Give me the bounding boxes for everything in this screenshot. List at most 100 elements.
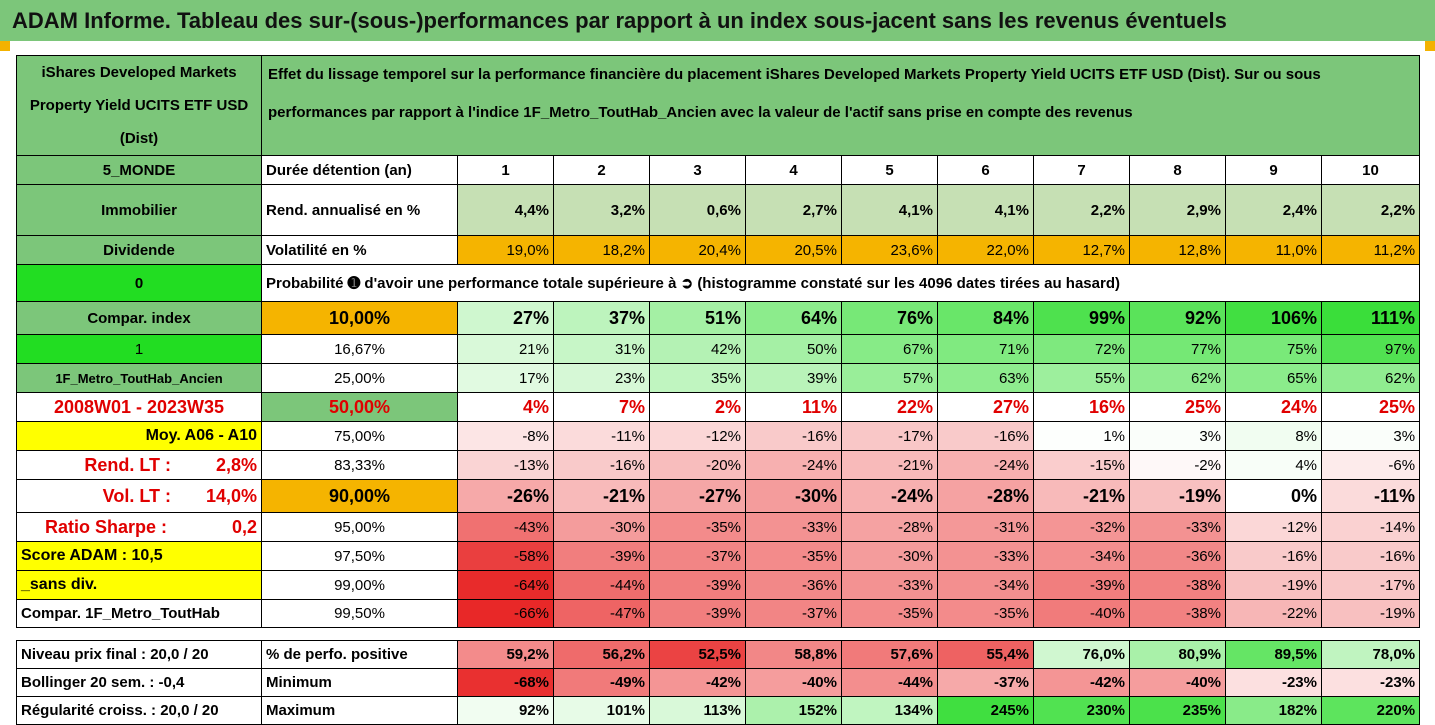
lt-volatility-value: 14,0% bbox=[205, 485, 257, 506]
duration-row: 5_MONDE Durée détention (an) 1 2 3 4 5 6 7 8 9 10 bbox=[16, 155, 1421, 185]
value-cell: 50% bbox=[745, 334, 842, 364]
value-cell: -66% bbox=[457, 599, 554, 628]
value-cell: 65% bbox=[1225, 363, 1322, 393]
value-cell: -58% bbox=[457, 541, 554, 571]
value-cell: 4,4% bbox=[457, 184, 554, 236]
header-description: Effet du lissage temporel sur la perform… bbox=[260, 55, 1421, 156]
value-cell: 23,6% bbox=[841, 235, 938, 265]
value-cell: -68% bbox=[457, 668, 554, 697]
value-cell: -33% bbox=[745, 512, 842, 542]
corner-marker bbox=[0, 41, 10, 51]
value-cell: -36% bbox=[1129, 541, 1226, 571]
value-cell: 23% bbox=[553, 363, 650, 393]
value-cell: -12% bbox=[649, 421, 746, 451]
percentile-cell: 99,00% bbox=[261, 570, 458, 600]
sharpe-value: 0,2 bbox=[231, 516, 257, 537]
value-cell: -24% bbox=[745, 450, 842, 480]
value-cell: 78,0% bbox=[1320, 640, 1421, 669]
value-cell: 64% bbox=[745, 301, 842, 335]
value-cell: 106% bbox=[1225, 301, 1322, 335]
value-cell: -35% bbox=[937, 599, 1034, 628]
value-cell: -13% bbox=[457, 450, 554, 480]
value-cell: -34% bbox=[1033, 541, 1130, 571]
value-cell: 59,2% bbox=[457, 640, 554, 669]
value-cell: -36% bbox=[745, 570, 842, 600]
value-cell: 12,8% bbox=[1129, 235, 1226, 265]
value-cell: -16% bbox=[745, 421, 842, 451]
value-cell: 7% bbox=[553, 392, 650, 422]
index-name: 1F_Metro_ToutHab_Ancien bbox=[16, 363, 262, 393]
value-cell: 99% bbox=[1033, 301, 1130, 335]
percentile-row: Compar. 1F_Metro_ToutHab 99,50% -66% -47%… bbox=[16, 599, 1421, 628]
value-cell: 58,8% bbox=[745, 640, 842, 669]
value-cell: 2,2% bbox=[1320, 184, 1421, 236]
value-cell: 52,5% bbox=[649, 640, 746, 669]
value-cell: -33% bbox=[937, 541, 1034, 571]
value-cell: 72% bbox=[1033, 334, 1130, 364]
value-cell: 2,2% bbox=[1033, 184, 1130, 236]
percentile-row: Ratio Sharpe : 0,2 95,00% -43% -30% -35% -3… bbox=[16, 512, 1421, 542]
percentile-cell: 10,00% bbox=[261, 301, 458, 335]
probability-row: 0 Probabilité ➊ d'avoir une performance … bbox=[16, 264, 1421, 302]
value-cell: 2,4% bbox=[1225, 184, 1322, 236]
percentile-row: Score ADAM : 10,5 97,50% -58% -39% -37% -35… bbox=[16, 541, 1421, 571]
value-cell: 182% bbox=[1225, 696, 1322, 725]
price-level: Niveau prix final : 20,0 / 20 bbox=[16, 640, 262, 669]
value-cell: 55% bbox=[1033, 363, 1130, 393]
period-range: 2008W01 - 2023W35 bbox=[16, 392, 262, 422]
value-cell: -30% bbox=[745, 479, 842, 513]
zero-cell: 0 bbox=[16, 264, 262, 302]
value-cell: 18,2% bbox=[553, 235, 650, 265]
row-label: Rend. annualisé en % bbox=[261, 184, 458, 236]
value-cell: -14% bbox=[1320, 512, 1421, 542]
value-cell: 3 bbox=[649, 155, 746, 185]
value-cell: 37% bbox=[553, 301, 650, 335]
percentile-row: 1F_Metro_ToutHab_Ancien 25,00% 17% 23% 35%… bbox=[16, 363, 1421, 393]
percentile-cell: 50,00% bbox=[261, 392, 458, 422]
value-cell: -37% bbox=[937, 668, 1034, 697]
value-cell: -35% bbox=[745, 541, 842, 571]
value-cell: 4 bbox=[745, 155, 842, 185]
percentile-row: Vol. LT : 14,0% 90,00% -26% -21% -27% -30% -… bbox=[16, 479, 1421, 513]
value-cell: -38% bbox=[1129, 599, 1226, 628]
value-cell: -8% bbox=[457, 421, 554, 451]
row-label: Maximum bbox=[261, 696, 458, 725]
percentile-cell: 95,00% bbox=[261, 512, 458, 542]
value-cell: -16% bbox=[937, 421, 1034, 451]
value-cell: 11,2% bbox=[1320, 235, 1421, 265]
value-cell: -39% bbox=[553, 541, 650, 571]
value-cell: 0,6% bbox=[649, 184, 746, 236]
left-label: 1 bbox=[16, 334, 262, 364]
row-label: Durée détention (an) bbox=[261, 155, 458, 185]
value-cell: 77% bbox=[1129, 334, 1226, 364]
without-dividend: _sans div. bbox=[16, 570, 262, 600]
return-row: Immobilier Rend. annualisé en % 4,4% 3,2%… bbox=[16, 184, 1421, 236]
value-cell: 4,1% bbox=[937, 184, 1034, 236]
row-label: % de perfo. positive bbox=[261, 640, 458, 669]
value-cell: 134% bbox=[841, 696, 938, 725]
percentile-row: _sans div. 99,00% -64% -44% -39% -36% -33% -3… bbox=[16, 570, 1421, 600]
value-cell: -21% bbox=[553, 479, 650, 513]
value-cell: -37% bbox=[745, 599, 842, 628]
value-cell: -37% bbox=[649, 541, 746, 571]
percentile-row: Compar. index 10,00% 27% 37% 51% 64% 76% 84% 9… bbox=[16, 301, 1421, 335]
value-cell: 113% bbox=[649, 696, 746, 725]
stats-row: Régularité croiss. : 20,0 / 20 Maximum 9… bbox=[16, 696, 1421, 725]
value-cell: -39% bbox=[1033, 570, 1130, 600]
value-cell: -39% bbox=[649, 570, 746, 600]
value-cell: 76,0% bbox=[1033, 640, 1130, 669]
value-cell: -34% bbox=[937, 570, 1034, 600]
value-cell: 76% bbox=[841, 301, 938, 335]
value-cell: 17% bbox=[457, 363, 554, 393]
spacer-row bbox=[17, 628, 1420, 641]
value-cell: -16% bbox=[553, 450, 650, 480]
lt-return: Rend. LT : 2,8% bbox=[16, 450, 262, 480]
category-cell: Immobilier bbox=[16, 184, 262, 236]
value-cell: 80,9% bbox=[1129, 640, 1226, 669]
value-cell: 152% bbox=[745, 696, 842, 725]
value-cell: -17% bbox=[1320, 570, 1421, 600]
value-cell: -22% bbox=[1225, 599, 1322, 628]
value-cell: 8% bbox=[1225, 421, 1322, 451]
value-cell: -24% bbox=[937, 450, 1034, 480]
value-cell: 27% bbox=[457, 301, 554, 335]
